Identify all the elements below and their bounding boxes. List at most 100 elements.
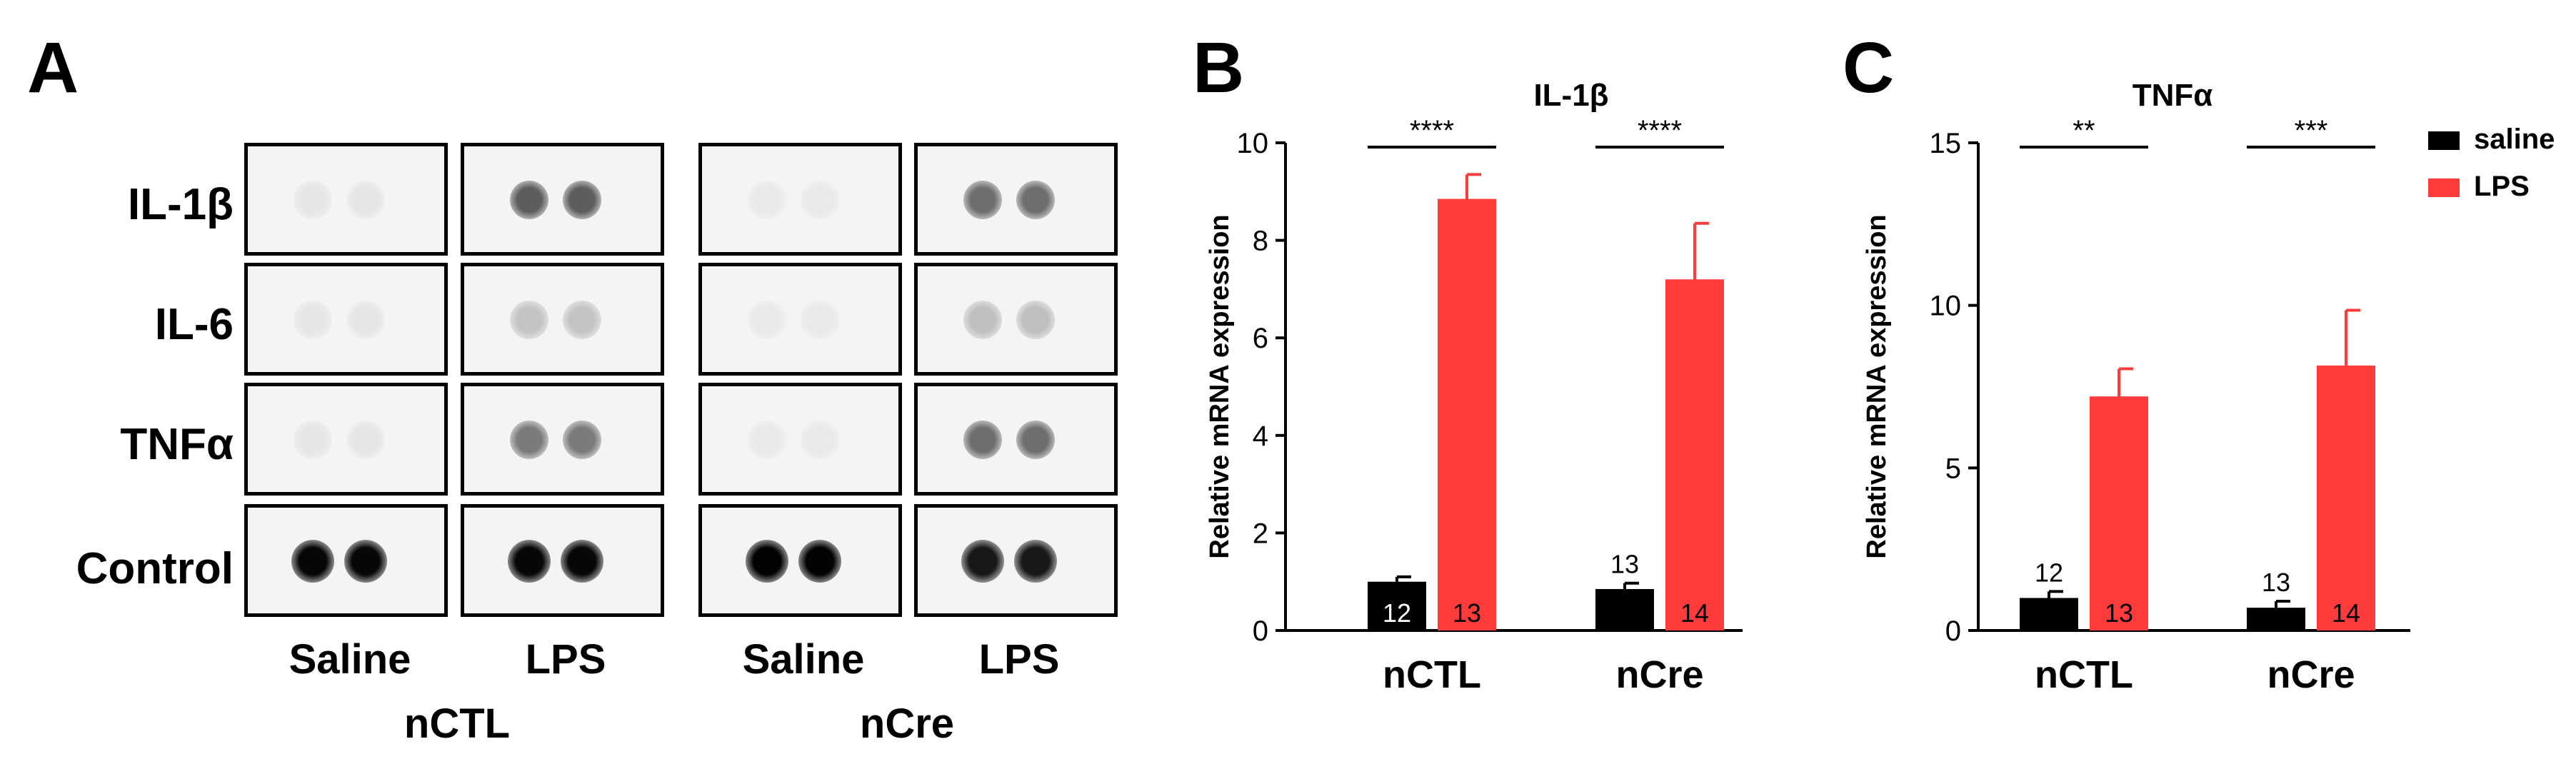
y-axis-label: Relative mRNA expression — [1862, 214, 1892, 558]
bar — [2317, 365, 2375, 630]
y-tick-label: 0 — [1945, 615, 1961, 647]
blot-cell — [698, 383, 902, 496]
bar — [1368, 581, 1426, 630]
blot-dot — [963, 301, 1003, 339]
y-tick-label: 5 — [1945, 453, 1961, 484]
blot-dot — [563, 301, 602, 339]
sample-size-label: 13 — [2105, 598, 2133, 628]
blot-dot — [748, 301, 787, 339]
blot-cell — [244, 504, 448, 617]
blot-dot — [801, 421, 840, 459]
sample-size-label: 14 — [1680, 598, 1709, 628]
panel-letter-a: A — [27, 28, 79, 108]
bar — [2090, 396, 2148, 630]
sample-size-label: 12 — [1383, 598, 1411, 628]
y-tick-label: 10 — [1930, 291, 1962, 322]
blot-dot — [961, 540, 1005, 583]
blot-dot — [801, 181, 840, 219]
blot-dot — [346, 421, 386, 459]
blot-cell — [461, 263, 664, 376]
blot-cell — [244, 263, 448, 376]
blot-dot — [563, 181, 602, 219]
y-tick-label: 4 — [1253, 421, 1268, 452]
x-tick-label: nCTL — [1383, 653, 1481, 696]
bar — [1665, 279, 1724, 630]
blot-cell — [244, 143, 448, 256]
blot-dot — [346, 181, 386, 219]
blot-dot — [798, 540, 842, 583]
blot-dot — [294, 181, 333, 219]
blot-row-label-tnfa: TNFα — [120, 420, 234, 469]
blot-dot — [963, 421, 1003, 459]
sample-size-label: 14 — [2332, 598, 2360, 628]
blot-dot — [748, 421, 787, 459]
significance-stars: ** — [2073, 115, 2095, 146]
il1b-bar-chart: IL-1β 0 2 4 6 8 10 Relative mRNA expression 12 13… — [1205, 78, 1743, 696]
blot-dot — [748, 181, 787, 219]
significance-stars: **** — [1410, 115, 1454, 146]
blot-dot — [561, 540, 604, 583]
tnfa-bar-chart: TNFα 0 5 10 15 Relative mRNA expression 12 13 nC… — [1862, 78, 2555, 696]
blot-col-label-lps-nctl: LPS — [525, 636, 606, 683]
significance-stars: **** — [1638, 115, 1682, 146]
panel-letter-b: B — [1193, 28, 1245, 108]
sample-size-label: 13 — [1453, 598, 1481, 628]
blot-cell — [914, 504, 1118, 617]
blot-dot — [963, 181, 1003, 219]
blot-col-label-lps-ncre: LPS — [978, 636, 1060, 683]
blot-dot — [294, 421, 333, 459]
panel-letter-c: C — [1843, 28, 1895, 108]
chart-title: TNFα — [2133, 78, 2213, 113]
blot-row-label-il1b: IL-1β — [127, 180, 234, 229]
sample-size-label: 13 — [2262, 568, 2290, 597]
chart-title: IL-1β — [1533, 78, 1608, 113]
blot-dot — [346, 301, 386, 339]
blot-dot — [294, 301, 333, 339]
x-tick-label: nCre — [2267, 653, 2355, 696]
blot-cell — [914, 383, 1118, 496]
blot-dot — [510, 181, 549, 219]
y-tick-label: 0 — [1253, 615, 1268, 647]
bar — [2020, 598, 2078, 630]
sample-size-label: 12 — [2035, 558, 2063, 587]
blot-cell — [698, 263, 902, 376]
blot-cell — [461, 383, 664, 496]
blot-dot — [510, 301, 549, 339]
blot-col-label-saline-nctl: Saline — [289, 636, 411, 683]
blot-group-label-nctl: nCTL — [404, 700, 511, 747]
legend-label: LPS — [2474, 171, 2530, 202]
blot-cell — [461, 143, 664, 256]
blot-dot — [1016, 301, 1056, 339]
legend-label: saline — [2474, 124, 2555, 155]
x-tick-label: nCre — [1615, 653, 1703, 696]
bar — [1438, 198, 1496, 630]
blot-cell — [461, 504, 664, 617]
blot-dot — [1014, 540, 1058, 583]
blot-dot — [344, 540, 388, 583]
x-tick-label: nCTL — [2035, 653, 2133, 696]
blot-cell — [244, 383, 448, 496]
y-axis-label: Relative mRNA expression — [1205, 214, 1235, 558]
blot-dot — [508, 540, 551, 583]
blot-dot — [1016, 181, 1056, 219]
blot-col-label-saline-ncre: Saline — [742, 636, 865, 683]
y-tick-label: 2 — [1253, 518, 1268, 549]
y-tick-label: 10 — [1237, 128, 1269, 159]
blot-row-label-il6: IL-6 — [154, 300, 234, 349]
bar — [1595, 588, 1654, 630]
bar — [2247, 608, 2305, 630]
y-tick-label: 6 — [1253, 323, 1268, 354]
sample-size-label: 13 — [1610, 550, 1639, 579]
y-tick-label: 8 — [1253, 226, 1268, 257]
blot-cell — [698, 143, 902, 256]
blot-cell — [914, 143, 1118, 256]
blot-dot — [291, 540, 335, 583]
blot-row-label-control: Control — [76, 544, 234, 593]
significance-stars: *** — [2295, 115, 2328, 146]
blot-dot — [510, 421, 549, 459]
blot-group-label-ncre: nCre — [859, 700, 955, 747]
blot-dot — [1016, 421, 1056, 459]
legend-swatch — [2428, 131, 2460, 150]
blot-cell — [914, 263, 1118, 376]
legend-swatch — [2428, 179, 2460, 197]
